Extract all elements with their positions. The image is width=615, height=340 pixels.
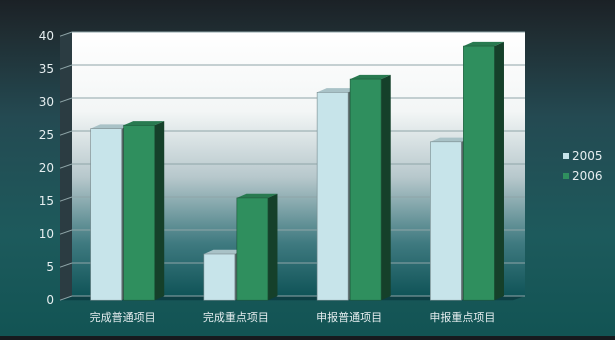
bar-top [203, 249, 245, 254]
legend-label: 2006 [572, 169, 603, 183]
y-tick-label: 0 [46, 293, 54, 307]
x-tick-label: 完成重点项目 [203, 310, 269, 324]
y-tick-label: 35 [39, 62, 54, 76]
y-tick-label: 40 [39, 29, 54, 43]
bar-side [267, 193, 278, 301]
y-tick-label: 15 [39, 194, 54, 208]
gridline-depth [59, 295, 73, 301]
x-tick-label: 完成普通项目 [90, 310, 156, 324]
bar [123, 121, 165, 301]
bar-top [430, 137, 471, 142]
gridline-depth [59, 31, 73, 37]
bar-top [317, 88, 358, 93]
x-tick-label: 申报普通项目 [316, 310, 382, 324]
bar-top [236, 193, 278, 198]
bar-front [349, 78, 382, 301]
bar-top [90, 124, 132, 129]
x-tick-label: 申报重点项目 [429, 310, 495, 324]
legend-swatch [563, 153, 569, 159]
gridline-depth [59, 196, 73, 202]
bar-top [463, 41, 504, 47]
bar-front [316, 92, 349, 301]
bar-front [463, 45, 495, 301]
gridline-depth [59, 130, 73, 136]
bar-front [430, 141, 462, 301]
bar [463, 41, 504, 301]
legend-label: 2005 [572, 149, 603, 163]
bar-front [123, 125, 155, 301]
bar [236, 193, 278, 301]
y-tick-label: 30 [39, 95, 54, 109]
gridline-depth [59, 64, 73, 70]
bar-top [123, 121, 165, 126]
bar-front [203, 253, 236, 301]
gridline-depth [59, 229, 73, 235]
bar-side [494, 41, 504, 301]
legend-swatch [563, 173, 569, 179]
bar [349, 74, 391, 301]
bar-front [90, 128, 122, 301]
plot-floor [60, 296, 525, 301]
gridline-depth [59, 97, 73, 103]
y-tick-label: 10 [39, 227, 54, 241]
gridline-depth [59, 262, 73, 268]
bar-side [154, 121, 165, 301]
bar-top [350, 74, 391, 80]
gridline-depth [59, 163, 73, 169]
y-tick-label: 20 [39, 161, 54, 175]
y-tick-label: 5 [46, 260, 54, 274]
bar-front [236, 197, 269, 301]
y-tick-label: 25 [39, 128, 54, 142]
bar-side [381, 74, 391, 301]
